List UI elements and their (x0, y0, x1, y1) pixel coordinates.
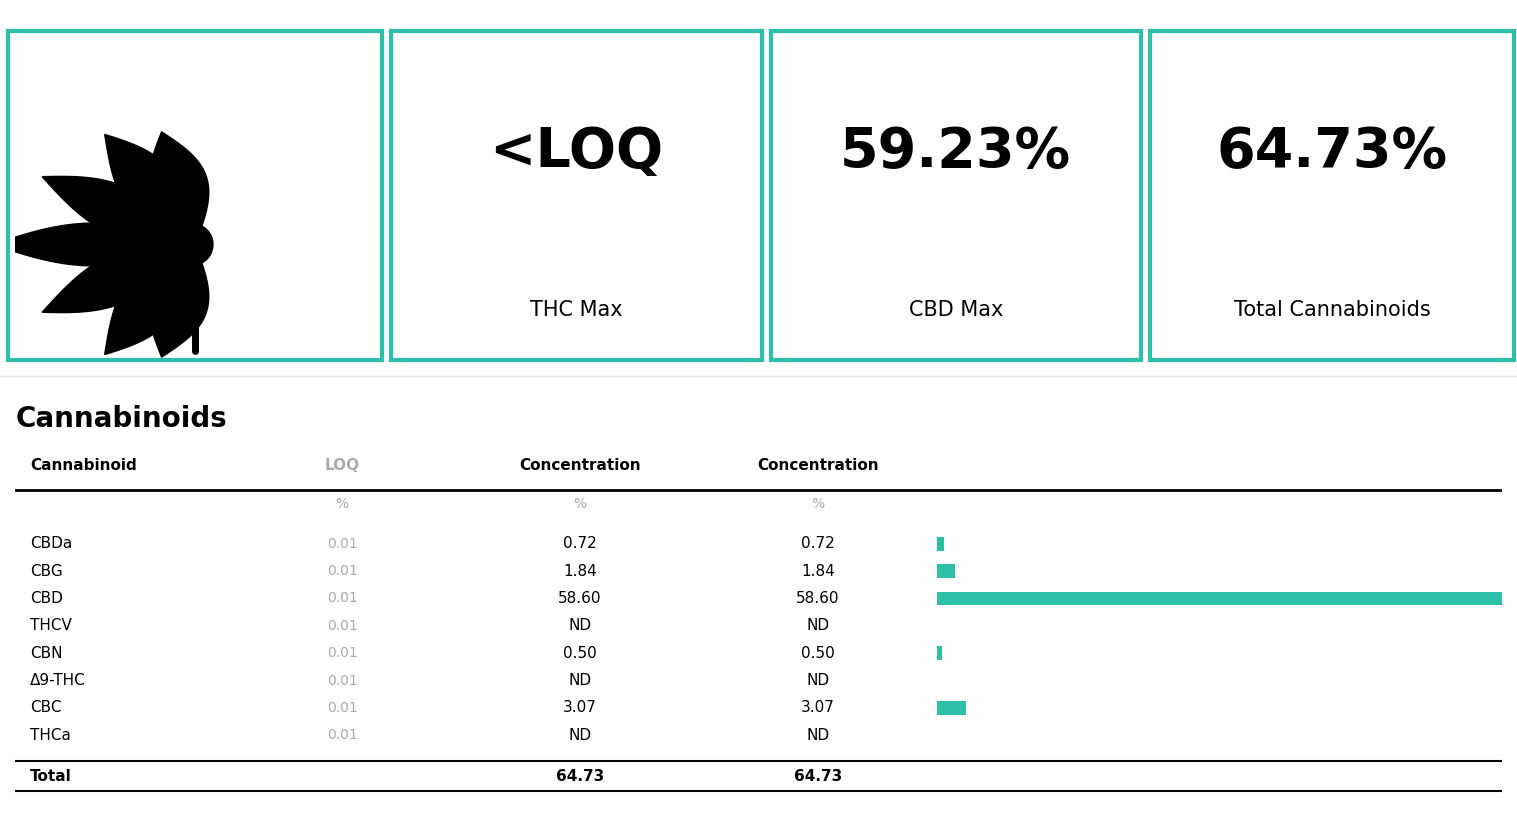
FancyBboxPatch shape (391, 31, 762, 359)
Text: CBD: CBD (30, 591, 62, 606)
Text: 0.01: 0.01 (326, 701, 358, 715)
Polygon shape (0, 223, 194, 266)
Polygon shape (105, 134, 194, 245)
Text: CBN: CBN (30, 646, 62, 661)
Text: ND: ND (807, 728, 830, 743)
Polygon shape (147, 132, 209, 245)
Polygon shape (42, 176, 194, 245)
Text: ND: ND (569, 673, 592, 688)
Text: Cannabinoids: Cannabinoids (15, 405, 228, 433)
Text: ND: ND (807, 619, 830, 633)
Text: 0.01: 0.01 (326, 646, 358, 660)
FancyBboxPatch shape (8, 31, 382, 359)
Text: CBD Max: CBD Max (909, 299, 1003, 320)
Text: ND: ND (807, 673, 830, 688)
Text: Δ9-THC: Δ9-THC (30, 673, 86, 688)
Text: 0.50: 0.50 (801, 646, 834, 661)
Text: THC Max: THC Max (529, 299, 623, 320)
FancyBboxPatch shape (1150, 31, 1514, 359)
Text: 0.01: 0.01 (326, 564, 358, 578)
Text: 64.73: 64.73 (793, 769, 842, 784)
Text: ND: ND (569, 619, 592, 633)
Text: Concentration: Concentration (519, 458, 640, 472)
Text: %: % (335, 498, 349, 511)
Text: 0.50: 0.50 (563, 646, 598, 661)
Text: 59.23%: 59.23% (840, 125, 1071, 179)
Polygon shape (147, 245, 209, 357)
Text: %: % (812, 498, 825, 511)
Bar (938, 701, 966, 715)
Text: THCV: THCV (30, 619, 71, 633)
FancyBboxPatch shape (771, 31, 1141, 359)
Text: Total Cannabinoids: Total Cannabinoids (1233, 299, 1431, 320)
Text: 58.60: 58.60 (796, 591, 840, 606)
Text: 1.84: 1.84 (563, 563, 598, 579)
Text: CBG: CBG (30, 563, 62, 579)
Text: ND: ND (569, 728, 592, 743)
Polygon shape (42, 244, 194, 312)
Text: Concentration: Concentration (757, 458, 878, 472)
Text: CBDa: CBDa (30, 537, 73, 551)
Text: 0.01: 0.01 (326, 728, 358, 742)
Text: 58.60: 58.60 (558, 591, 602, 606)
Bar (938, 564, 954, 578)
Text: CBC: CBC (30, 700, 62, 715)
Text: 0.72: 0.72 (563, 537, 598, 551)
Text: 3.07: 3.07 (801, 700, 834, 715)
Text: 3.07: 3.07 (563, 700, 598, 715)
Text: 0.01: 0.01 (326, 619, 358, 633)
Bar (938, 537, 944, 550)
Text: Total: Total (30, 769, 71, 784)
Polygon shape (105, 245, 194, 354)
Polygon shape (177, 224, 212, 264)
Text: <LOQ: <LOQ (490, 125, 663, 179)
Text: THCa: THCa (30, 728, 71, 743)
Bar (938, 592, 1502, 606)
Text: 64.73: 64.73 (555, 769, 604, 784)
Text: 1.84: 1.84 (801, 563, 834, 579)
Text: LOQ: LOQ (325, 458, 360, 472)
Text: 0.72: 0.72 (801, 537, 834, 551)
Text: 64.73%: 64.73% (1217, 125, 1447, 179)
Text: Cannabinoid: Cannabinoid (30, 458, 137, 472)
Text: 0.01: 0.01 (326, 537, 358, 550)
Bar (938, 646, 942, 660)
Text: %: % (573, 498, 587, 511)
Text: 0.01: 0.01 (326, 591, 358, 606)
Text: 0.01: 0.01 (326, 673, 358, 688)
